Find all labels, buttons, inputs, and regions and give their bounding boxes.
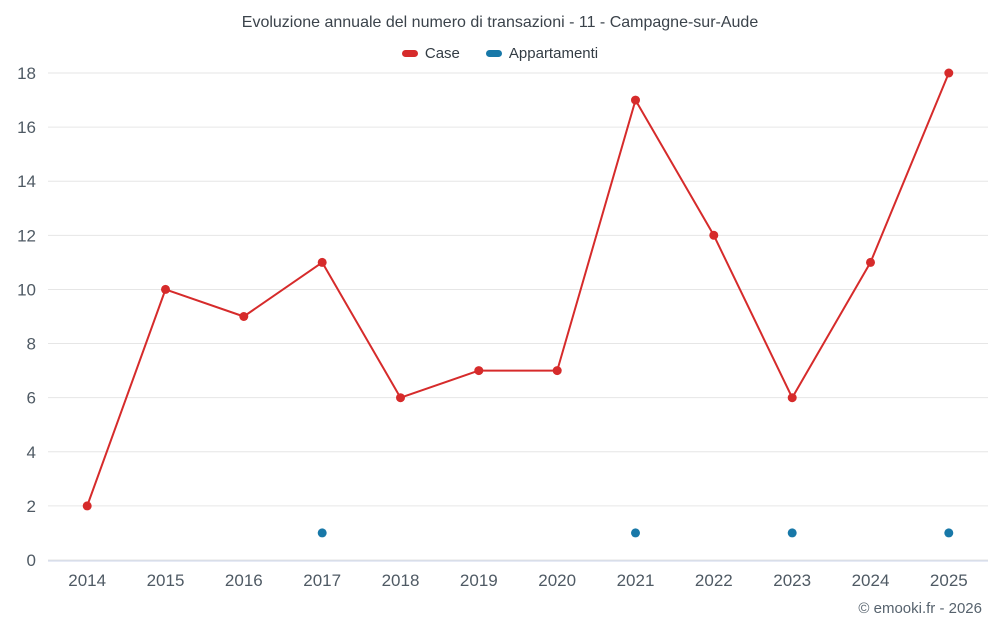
legend-marker-case-icon [401,50,418,57]
data-point-case [82,501,92,511]
y-tick-label: 18 [17,64,36,83]
data-point-appartamenti [631,528,640,538]
x-tick-label: 2021 [617,571,655,590]
legend-item-case[interactable]: Case [401,45,460,62]
data-point-case [161,284,170,294]
x-tick-label: 2016 [225,571,263,590]
legend: Case Appartamenti [0,45,1000,62]
x-tick-label: 2022 [695,571,733,590]
data-point-case [552,366,562,376]
data-point-appartamenti [317,528,327,538]
chart-title: Evoluzione annuale del numero di transaz… [241,14,759,31]
x-tick-label: 2025 [930,571,968,590]
data-point-case [239,312,249,321]
y-tick-label: 2 [27,497,36,516]
data-point-appartamenti [787,528,797,538]
data-point-case [474,366,484,376]
data-point-appartamenti [944,528,954,538]
x-tick-label: 2015 [147,571,185,590]
y-tick-label: 6 [27,389,36,408]
y-tick-label: 4 [27,443,36,462]
series-line-case [86,72,950,507]
y-tick-label: 0 [27,551,36,570]
data-point-case [709,230,719,240]
y-tick-label: 10 [17,280,36,299]
x-tick-label: 2014 [68,571,106,590]
x-tick-label: 2023 [773,571,811,590]
data-point-case [317,257,327,267]
x-tick-label: 2024 [852,571,890,590]
data-point-case [631,95,640,105]
x-tick-label: 2019 [460,571,498,590]
data-point-case [866,257,875,267]
data-point-case [944,68,954,78]
x-tick-label: 2020 [538,571,576,590]
data-point-case [396,393,405,403]
x-tick-label: 2017 [303,571,341,590]
credit-text: © emooki.fr - 2026 [858,600,982,617]
legend-marker-appartamenti-icon [485,50,502,57]
legend-label-case: Case [424,45,460,62]
y-tick-label: 12 [17,226,36,245]
data-point-case [787,393,797,403]
y-tick-label: 14 [17,172,36,191]
y-tick-label: 8 [27,335,36,354]
y-tick-label: 16 [17,118,36,137]
legend-label-appartamenti: Appartamenti [508,45,599,62]
x-tick-label: 2018 [382,571,420,590]
legend-item-appartamenti[interactable]: Appartamenti [485,45,599,62]
